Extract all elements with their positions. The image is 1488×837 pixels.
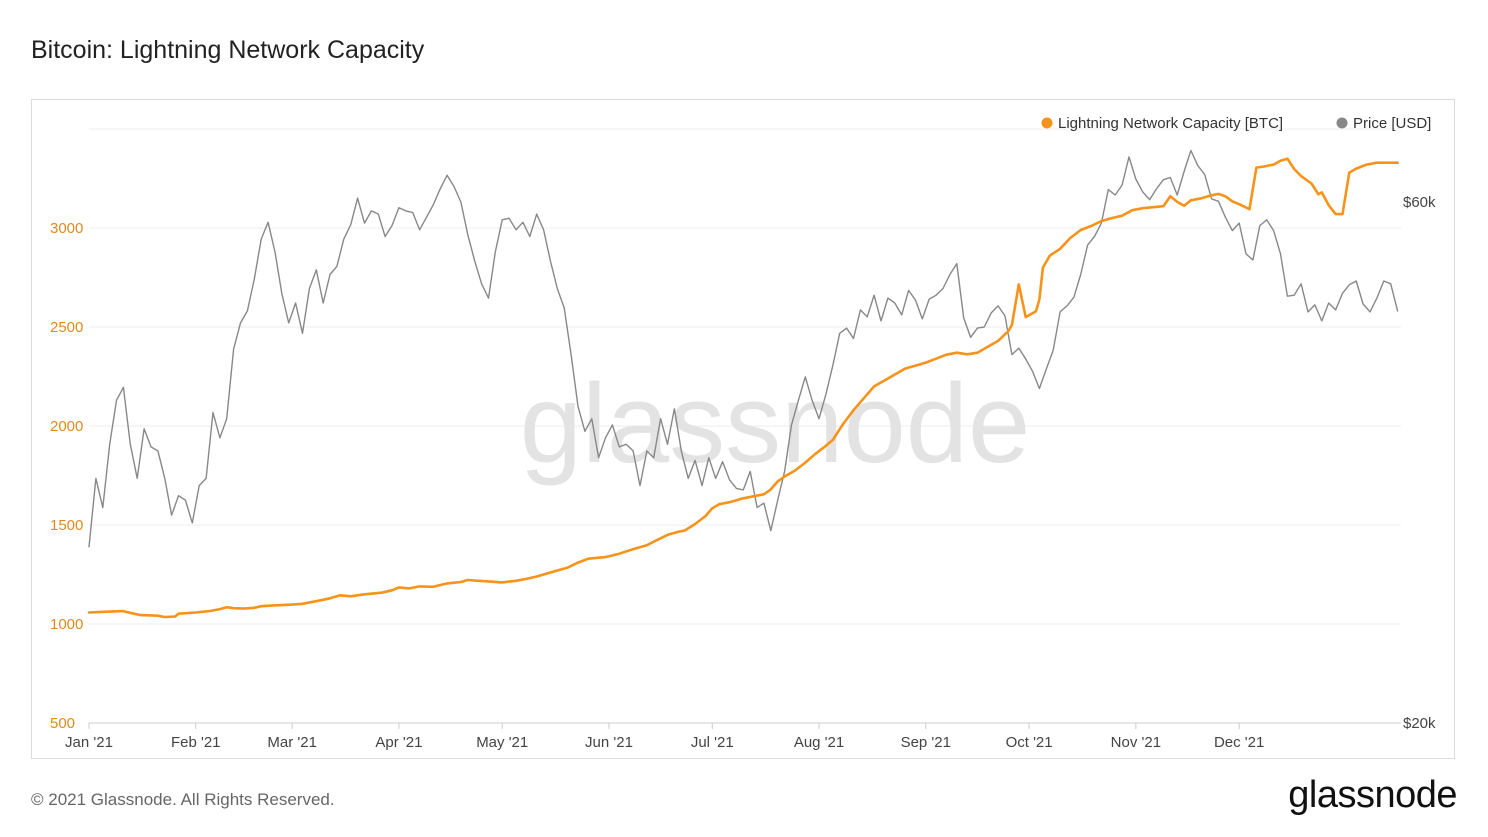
x-tick-label: Oct '21 <box>1006 734 1053 751</box>
page-title: Bitcoin: Lightning Network Capacity <box>31 36 425 64</box>
y-left-tick-label: 3000 <box>50 220 83 237</box>
watermark: glassnode <box>520 361 1031 486</box>
series-line-capacity <box>87 157 1399 619</box>
x-tick-label: Jun '21 <box>585 734 633 751</box>
chart-panel: glassnode Lightning Network Capacity [BT… <box>31 99 1455 759</box>
legend-marker <box>1041 117 1053 129</box>
legend-marker <box>1336 117 1348 129</box>
y-left-tick-label: 2500 <box>50 319 83 336</box>
x-tick-label: Aug '21 <box>794 734 844 751</box>
x-tick-label: Nov '21 <box>1111 734 1161 751</box>
y-left-tick-label: 1000 <box>50 616 83 633</box>
x-tick-label: Feb '21 <box>171 734 221 751</box>
glassnode-logo[interactable]: glassnode <box>1288 774 1457 816</box>
x-tick-label: Sep '21 <box>901 734 951 751</box>
series-group <box>87 149 1399 619</box>
series-line-price <box>88 149 1399 548</box>
y-right-tick-label: $60k <box>1403 194 1436 211</box>
y-axis-right: $20k $60k <box>1403 194 1436 732</box>
y-left-tick-label: 500 <box>50 715 75 732</box>
footer-copyright: © 2021 Glassnode. All Rights Reserved. <box>31 790 335 809</box>
x-tick-label: Dec '21 <box>1214 734 1264 751</box>
x-tick-label: Jan '21 <box>65 734 113 751</box>
legend: Lightning Network Capacity [BTC] Price [U… <box>1041 115 1431 132</box>
x-tick-label: Apr '21 <box>375 734 422 751</box>
x-axis: Jan '21 Feb '21 Mar '21 Apr '21 May '21 Jun '… <box>65 722 1401 751</box>
y-left-tick-label: 2000 <box>50 418 83 435</box>
y-axis-left: 500 1000 1500 2000 2500 3000 <box>50 220 83 732</box>
x-tick-label: Jul '21 <box>691 734 734 751</box>
x-tick-label: Mar '21 <box>267 734 317 751</box>
y-right-tick-label: $20k <box>1403 715 1436 732</box>
legend-item[interactable]: Price [USD] <box>1353 115 1431 132</box>
chart-svg: glassnode Lightning Network Capacity [BT… <box>50 115 1436 751</box>
x-tick-label: May '21 <box>476 734 528 751</box>
y-left-tick-label: 1500 <box>50 517 83 534</box>
grid-lines <box>89 128 1401 724</box>
legend-item[interactable]: Lightning Network Capacity [BTC] <box>1058 115 1283 132</box>
